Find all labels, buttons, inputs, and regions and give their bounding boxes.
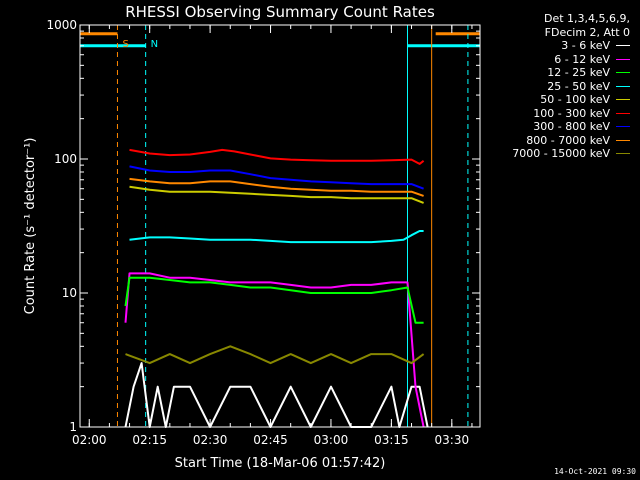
legend-swatch [616, 72, 630, 74]
legend-swatch [616, 85, 630, 87]
legend-item-label: 3 - 6 keV [561, 39, 610, 52]
legend-swatch [616, 99, 630, 101]
legend-item-7: 800 - 7000 keV [512, 134, 630, 148]
plot-frame [79, 24, 481, 428]
x-tick-label-5: 03:15 [374, 433, 409, 447]
x-tick-label-4: 03:00 [314, 433, 349, 447]
chart-title: RHESSI Observing Summary Count Rates [125, 3, 435, 21]
axes: 1 10 100 1000 02:00 02:15 02:30 02:45 03:00 03:15… [46, 18, 480, 447]
legend-header-decimation: FDecim 2, Att 0 [544, 25, 630, 39]
legend-swatch [616, 58, 630, 60]
x-tick-label-0: 02:00 [72, 433, 107, 447]
legend-item-4: 50 - 100 keV [512, 93, 630, 107]
legend-item-label: 6 - 12 keV [554, 52, 610, 66]
legend-swatch [616, 153, 630, 155]
series-line-5 [129, 148, 425, 165]
x-tick-label-6: 03:30 [435, 433, 470, 447]
legend: Det 1,3,4,5,6,9, FDecim 2, Att 0 3 - 6 k… [512, 12, 630, 161]
legend-item-label: 50 - 100 keV [540, 93, 610, 106]
series-line-2 [124, 276, 424, 324]
y-axis-label: Count Rate (s⁻¹ detector⁻¹) [23, 138, 38, 315]
vertical-marker-label-0: S [122, 39, 128, 50]
series-line-3 [129, 230, 424, 244]
x-axis-label: Start Time (18-Mar-06 01:57:42) [175, 456, 386, 471]
legend-item-label: 7000 - 15000 keV [512, 147, 610, 160]
legend-item-1: 6 - 12 keV [512, 53, 630, 67]
x-tick-label-2: 02:30 [193, 433, 228, 447]
y-tick-label-3: 1000 [46, 18, 77, 32]
legend-item-2: 12 - 25 keV [512, 66, 630, 80]
series-line-6 [129, 165, 424, 190]
vertical-marker-label-1: N [151, 39, 158, 50]
series-line-7 [129, 177, 424, 197]
legend-item-label: 25 - 50 keV [547, 79, 610, 93]
legend-items: 3 - 6 keV 6 - 12 keV 12 - 25 keV 25 - 50 ke… [512, 39, 630, 161]
legend-swatch [616, 112, 630, 114]
legend-item-label: 12 - 25 keV [547, 66, 610, 79]
legend-item-3: 25 - 50 keV [512, 80, 630, 94]
legend-swatch [616, 139, 630, 141]
legend-item-0: 3 - 6 keV [512, 39, 630, 53]
legend-swatch [616, 45, 630, 47]
legend-swatch [616, 126, 630, 128]
legend-item-label: 800 - 7000 keV [526, 133, 610, 147]
x-tick-label-3: 02:45 [253, 433, 288, 447]
render-timestamp: 14-Oct-2021 09:30 [554, 467, 636, 476]
y-tick-label-1: 10 [62, 286, 77, 300]
series-line-1 [124, 272, 425, 428]
legend-item-label: 300 - 800 keV [533, 120, 610, 133]
series-line-0 [124, 362, 429, 428]
y-tick-label-2: 100 [54, 152, 77, 166]
series-line-4 [129, 185, 424, 204]
x-tick-label-1: 02:15 [132, 433, 167, 447]
series-line-8 [125, 345, 425, 365]
y-tick-label-0: 1 [69, 420, 77, 434]
legend-item-5: 100 - 300 keV [512, 107, 630, 121]
legend-header-detectors: Det 1,3,4,5,6,9, [543, 12, 630, 25]
legend-item-8: 7000 - 15000 keV [512, 147, 630, 161]
legend-item-label: 100 - 300 keV [533, 106, 610, 120]
legend-item-6: 300 - 800 keV [512, 120, 630, 134]
